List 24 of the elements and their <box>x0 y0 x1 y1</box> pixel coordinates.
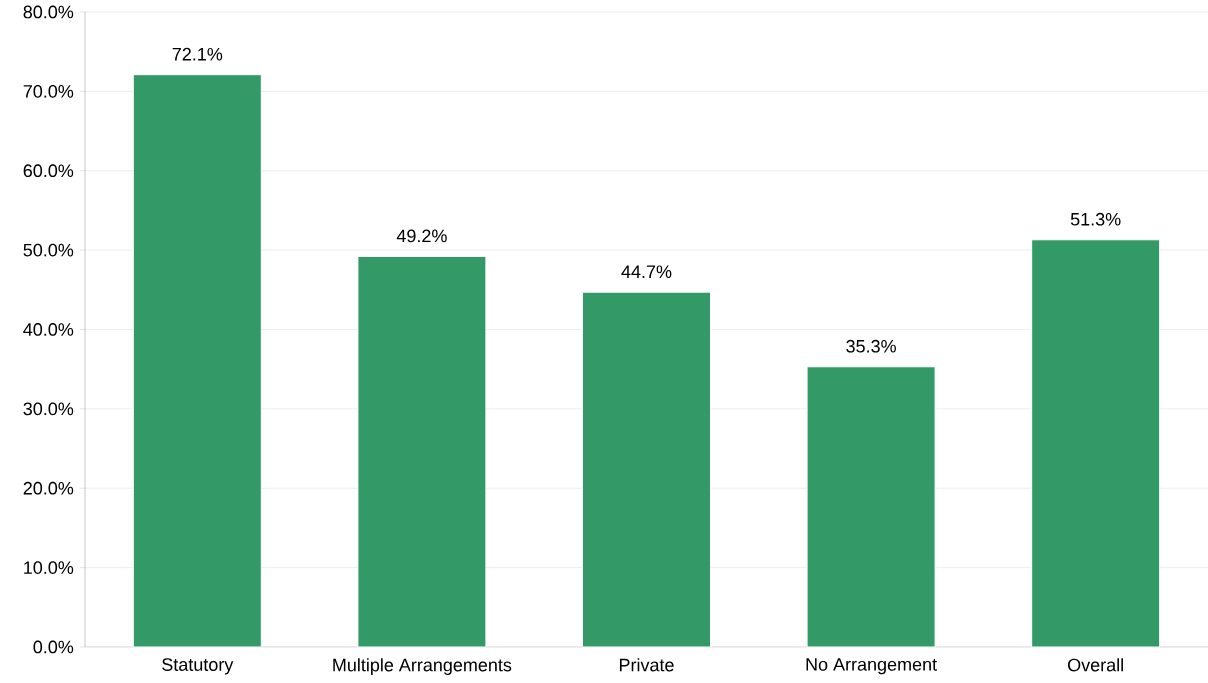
data-label: 72.1% <box>172 47 223 61</box>
y-tick-label: 10.0% <box>24 561 74 574</box>
data-label: 49.2% <box>396 229 447 243</box>
y-tick-label: 20.0% <box>23 481 74 495</box>
data-label: 35.3% <box>846 339 896 353</box>
x-tick-label: No Arrangement <box>806 658 937 675</box>
y-tick-label: 60.0% <box>23 164 74 178</box>
y-tick-label: 30.0% <box>23 402 74 416</box>
x-tick-label: Multiple Arrangements <box>333 658 512 675</box>
bar <box>357 255 487 648</box>
y-tick-label: 0.0% <box>33 640 74 654</box>
data-label: 51.3% <box>1070 212 1121 226</box>
bar <box>132 74 262 648</box>
y-tick-label: 80.0% <box>23 5 74 19</box>
bar <box>1031 239 1161 648</box>
x-tick-label: Statutory <box>162 658 234 675</box>
y-tick-label: 40.0% <box>23 323 74 336</box>
bar <box>806 366 936 648</box>
x-tick-label: Private <box>619 658 674 672</box>
y-tick-label: 70.0% <box>23 84 74 98</box>
bar <box>581 291 711 648</box>
y-tick-label: 50.0% <box>23 243 74 257</box>
data-label: 44.7% <box>621 265 672 278</box>
x-tick-label: Overall <box>1068 658 1123 672</box>
